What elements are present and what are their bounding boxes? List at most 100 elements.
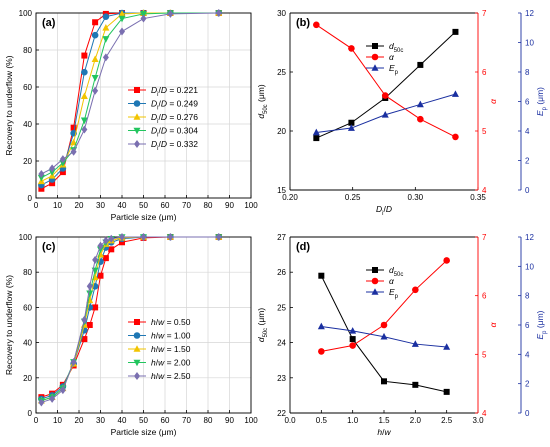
data-point bbox=[80, 92, 88, 100]
x-tick-label: 40 bbox=[118, 201, 127, 210]
legend-label: Di/D = 0.332 bbox=[151, 139, 198, 152]
legend-entry: Di/D = 0.249 bbox=[128, 99, 198, 112]
y-tick-label: 80 bbox=[23, 268, 32, 277]
data-point bbox=[102, 255, 109, 262]
y-tick-label: 27 bbox=[277, 233, 286, 242]
x-tick-label: 70 bbox=[182, 201, 191, 210]
x-tick-label: 100 bbox=[244, 201, 258, 210]
data-point bbox=[118, 10, 126, 17]
legend-entry: α bbox=[366, 276, 395, 286]
data-point bbox=[108, 246, 115, 253]
legend-entry: h/w = 1.50 bbox=[128, 344, 191, 354]
legend-marker bbox=[371, 53, 379, 61]
right-inner-axis-title: α bbox=[488, 98, 498, 104]
data-point bbox=[318, 348, 325, 355]
y-tick-label: 100 bbox=[19, 233, 33, 242]
series-0 bbox=[318, 272, 450, 395]
legend-label: h/w = 2.50 bbox=[151, 371, 191, 381]
y-tick-label: 80 bbox=[23, 46, 32, 55]
data-point bbox=[349, 342, 356, 349]
data-point bbox=[119, 239, 125, 246]
x-tick-label: 90 bbox=[225, 416, 234, 425]
x-tick-label: 30 bbox=[96, 416, 105, 425]
data-point bbox=[102, 13, 110, 20]
data-point bbox=[417, 61, 424, 68]
series-2 bbox=[317, 322, 451, 350]
data-point bbox=[48, 169, 56, 176]
series-line bbox=[41, 236, 219, 403]
legend-marker bbox=[133, 359, 141, 367]
legend-entry: α bbox=[366, 52, 395, 62]
legend-marker bbox=[371, 288, 379, 295]
series-1 bbox=[318, 257, 450, 355]
legend-entry: Di/D = 0.276 bbox=[128, 112, 198, 125]
data-point bbox=[97, 272, 104, 279]
legend-label: h/w = 1.00 bbox=[151, 331, 191, 341]
data-point bbox=[91, 31, 99, 39]
legend-label: h/w = 1.50 bbox=[151, 344, 191, 354]
y-tick-label: 60 bbox=[23, 83, 32, 92]
data-point bbox=[381, 378, 387, 385]
y-tick-label: 2 bbox=[525, 380, 530, 389]
legend-entry: h/w = 2.50 bbox=[128, 371, 191, 381]
series-3 bbox=[37, 10, 223, 182]
legend-label: Di/D = 0.304 bbox=[151, 126, 198, 139]
legend-marker bbox=[134, 140, 140, 148]
y-tick-label: 10 bbox=[525, 39, 534, 48]
data-point bbox=[92, 255, 99, 264]
y-tick-label: 4 bbox=[482, 186, 487, 195]
x-axis-label: Particle size (μm) bbox=[111, 427, 177, 437]
y-axis-label: Recovery to underflow (%) bbox=[4, 275, 14, 375]
recovery-panel-2: 0 10 20 30 40 50 60 70 80 90 100 0 20 40 60 80 100 Partic… bbox=[4, 233, 258, 437]
y-tick-label: 0 bbox=[525, 409, 530, 418]
legend-label: Di/D = 0.249 bbox=[151, 99, 198, 112]
legend-label: Ep bbox=[389, 287, 399, 300]
data-point bbox=[102, 36, 110, 43]
data-point bbox=[81, 68, 88, 76]
data-point bbox=[119, 27, 125, 36]
data-point bbox=[417, 115, 424, 123]
data-point bbox=[86, 282, 93, 291]
data-point bbox=[349, 327, 357, 334]
y-tick-label: 24 bbox=[277, 339, 286, 348]
data-point bbox=[349, 336, 356, 343]
data-point bbox=[97, 246, 104, 254]
data-point bbox=[312, 128, 320, 136]
data-point bbox=[167, 233, 174, 241]
data-point bbox=[317, 322, 325, 330]
legend-marker bbox=[372, 267, 378, 273]
series-4 bbox=[38, 9, 222, 178]
series-4 bbox=[38, 233, 222, 407]
x-tick-label: 80 bbox=[204, 416, 213, 425]
right-outer-axis-title: Ep (μm) bbox=[535, 87, 548, 116]
data-point bbox=[140, 233, 147, 241]
legend-entry: d50c bbox=[366, 265, 403, 278]
panel-label: (d) bbox=[296, 241, 310, 253]
legend-label: Di/D = 0.221 bbox=[151, 85, 198, 98]
x-tick-label: 0.5 bbox=[316, 416, 328, 425]
data-point bbox=[381, 92, 389, 99]
data-point bbox=[347, 124, 355, 131]
y-tick-label: 25 bbox=[277, 68, 286, 77]
legend-marker bbox=[133, 100, 141, 107]
data-point bbox=[381, 110, 389, 118]
legend-marker bbox=[134, 319, 140, 325]
x-tick-label: 100 bbox=[244, 416, 258, 425]
y-tick-label: 4 bbox=[525, 350, 530, 359]
x-tick-label: 20 bbox=[75, 201, 84, 210]
data-point bbox=[59, 155, 66, 164]
data-point bbox=[313, 21, 320, 29]
x-axis-label: Di/D bbox=[376, 204, 392, 217]
x-tick-label: 50 bbox=[139, 416, 148, 425]
y-tick-label: 0 bbox=[28, 194, 33, 203]
data-point bbox=[215, 233, 222, 241]
x-tick-label: 1.0 bbox=[347, 416, 359, 425]
data-point bbox=[108, 234, 115, 243]
data-point bbox=[102, 236, 109, 245]
x-tick-label: 30 bbox=[96, 201, 105, 210]
data-point bbox=[118, 15, 126, 23]
data-point bbox=[38, 398, 45, 407]
y-tick-label: 4 bbox=[525, 127, 530, 136]
